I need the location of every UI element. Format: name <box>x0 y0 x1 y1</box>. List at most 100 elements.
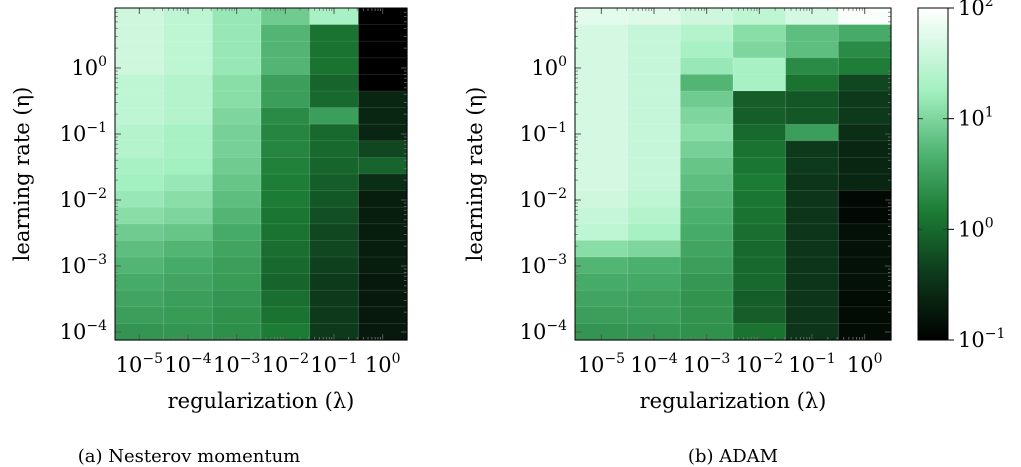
heatmap-cell <box>733 91 787 109</box>
heatmap-cell <box>575 124 629 142</box>
heatmap-cell <box>680 257 734 275</box>
x-tick-labels: 10−5 10−4 10−3 10−2 10−1 100 <box>578 351 883 377</box>
x-tick-label: 10−2 <box>262 351 309 377</box>
heatmap-cell <box>575 41 629 59</box>
heatmap-cell <box>212 323 262 341</box>
heatmap-cell <box>309 74 359 92</box>
heatmap-cell <box>785 74 839 92</box>
heatmap-cell <box>115 8 165 26</box>
heatmap-cell <box>627 140 681 158</box>
heatmap-cell <box>575 223 629 241</box>
heatmap-cell <box>575 91 629 109</box>
heatmap-cell <box>627 74 681 92</box>
heatmap-cell <box>358 207 408 225</box>
x-axis-label: regularization (λ) <box>640 389 827 413</box>
heatmap-cell <box>785 207 839 225</box>
panel-caption: (a) Nesterov momentum <box>78 446 300 467</box>
heatmap-cell <box>575 57 629 75</box>
heatmap-cell <box>785 8 839 26</box>
heatmap-cell <box>212 24 262 42</box>
heatmap-cell <box>627 174 681 192</box>
heatmap-cell <box>261 41 311 59</box>
heatmap-cell <box>115 24 165 42</box>
heatmap-cell <box>358 257 408 275</box>
heatmap-cell <box>785 273 839 291</box>
heatmap-cell <box>785 157 839 175</box>
heatmap-cell <box>261 157 311 175</box>
heatmap-cell <box>163 190 213 208</box>
heatmap-cell <box>733 240 787 258</box>
colorbar-tick-label: 101 <box>958 105 994 131</box>
heatmap-cell <box>733 107 787 125</box>
heatmap-cell <box>212 8 262 26</box>
heatmap-cell <box>733 157 787 175</box>
heatmap-cell <box>163 174 213 192</box>
heatmap-cell <box>785 124 839 142</box>
heatmap-cell <box>163 240 213 258</box>
colorbar-tick-label: 10−1 <box>958 326 1005 352</box>
heatmap-cell <box>212 124 262 142</box>
heatmap-cell <box>115 174 165 192</box>
heatmap-cell <box>212 290 262 308</box>
heatmap-cell <box>733 290 787 308</box>
heatmap-cell <box>838 107 892 125</box>
heatmap-cell <box>785 174 839 192</box>
heatmap-cell <box>838 124 892 142</box>
heatmap-cell <box>838 74 892 92</box>
heatmap-cell <box>115 41 165 59</box>
plot-frame <box>114 7 408 341</box>
y-tick-label: 10−3 <box>60 252 107 278</box>
heatmap-cell <box>309 207 359 225</box>
heatmap-cell <box>838 157 892 175</box>
heatmap-cell <box>627 257 681 275</box>
heatmap-cell <box>358 74 408 92</box>
heatmap-cell <box>680 107 734 125</box>
heatmap-cell <box>163 257 213 275</box>
heatmap-panel-nesterov: 10−5 10−4 10−3 10−2 10−1 100 10010−110−210−31… <box>10 7 408 467</box>
heatmap-cell <box>309 273 359 291</box>
heatmap-cell <box>575 24 629 42</box>
colorbar: 102 101 100 10−1 <box>917 0 1005 352</box>
heatmap-cell <box>733 41 787 59</box>
heatmap-cell <box>163 8 213 26</box>
heatmap-cell <box>261 124 311 142</box>
heatmap-cell <box>261 57 311 75</box>
heatmap-cell <box>733 174 787 192</box>
panel-caption: (b) ADAM <box>688 446 778 467</box>
heatmap-cell <box>212 74 262 92</box>
heatmap-cell <box>212 306 262 324</box>
heatmap-cell <box>838 257 892 275</box>
y-tick-label: 100 <box>531 54 567 80</box>
heatmap-cell <box>358 290 408 308</box>
x-tick-label: 10−1 <box>310 351 357 377</box>
heatmap-cell <box>212 107 262 125</box>
heatmap-cell <box>838 290 892 308</box>
heatmap-cell <box>575 107 629 125</box>
heatmap-cell <box>627 124 681 142</box>
x-tick-label: 10−1 <box>788 351 835 377</box>
heatmap-cell <box>680 124 734 142</box>
heatmap-cell <box>115 323 165 341</box>
heatmap-cell <box>680 207 734 225</box>
y-tick-label: 10−4 <box>60 318 107 344</box>
heatmap-cell <box>261 306 311 324</box>
heatmap-cell <box>115 140 165 158</box>
heatmap-cell <box>309 223 359 241</box>
heatmap-cell <box>575 207 629 225</box>
heatmap-cell <box>785 24 839 42</box>
heatmap-cell <box>163 323 213 341</box>
heatmap-cell <box>575 240 629 258</box>
heatmap-cell <box>785 91 839 109</box>
heatmap-cell <box>785 306 839 324</box>
heatmap-cell <box>309 190 359 208</box>
heatmap-cell <box>733 24 787 42</box>
heatmap-cell <box>838 41 892 59</box>
heatmap-cell <box>785 323 839 341</box>
heatmap-cell <box>733 8 787 26</box>
heatmap-cell <box>212 207 262 225</box>
heatmap-cell <box>115 124 165 142</box>
heatmap-cell <box>163 74 213 92</box>
heatmap-cell <box>163 223 213 241</box>
heatmap-cell <box>680 323 734 341</box>
heatmap-cell <box>163 290 213 308</box>
